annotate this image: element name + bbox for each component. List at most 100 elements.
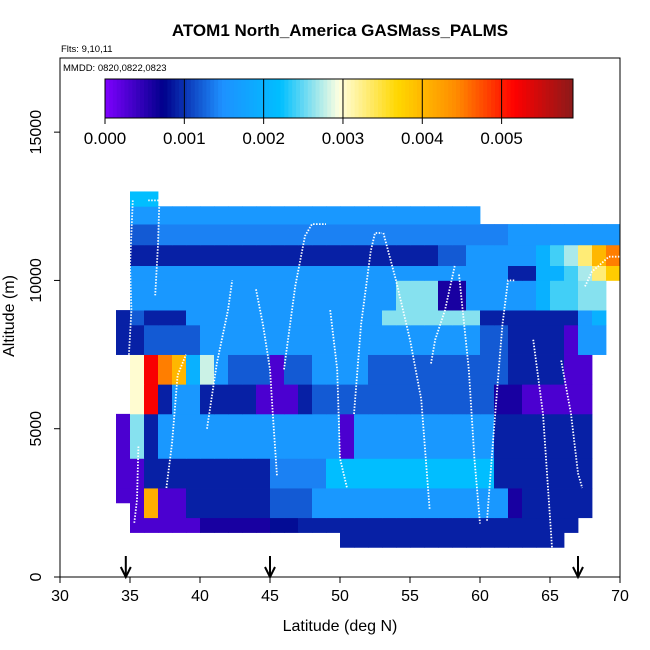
colorbar-swatch — [413, 79, 418, 118]
heatmap-cell — [284, 206, 299, 225]
heatmap-cell — [228, 280, 243, 311]
heatmap-cell — [606, 244, 620, 266]
heatmap-cell — [578, 224, 593, 246]
heatmap-cell — [466, 206, 481, 225]
heatmap-cell — [298, 206, 313, 225]
heatmap-cell — [354, 532, 369, 548]
colorbar-swatch — [144, 79, 149, 118]
heatmap-cell — [340, 310, 355, 326]
heatmap-cell — [508, 324, 523, 355]
heatmap-cell — [522, 265, 537, 281]
heatmap-cell — [564, 458, 579, 489]
heatmap-cell — [452, 384, 467, 415]
colorbar-swatch — [210, 79, 215, 118]
heatmap-cell — [578, 384, 593, 415]
heatmap-cell — [508, 532, 523, 548]
heatmap-cell — [228, 265, 243, 281]
colorbar-swatch — [420, 79, 426, 118]
colorbar-swatch — [366, 79, 371, 118]
heatmap-cell — [452, 206, 467, 225]
colorbar-swatch — [495, 79, 500, 118]
heatmap-cell — [186, 413, 201, 459]
heatmap-cell — [172, 324, 187, 355]
heatmap-cell — [424, 206, 439, 225]
heatmap-cell — [578, 280, 593, 311]
heatmap-cell — [410, 224, 425, 246]
heatmap-cell — [256, 384, 271, 415]
colorbar-swatch — [175, 79, 180, 118]
heatmap-cell — [494, 280, 509, 311]
colorbar-swatch — [405, 79, 410, 118]
colorbar-swatch — [194, 79, 200, 118]
y-tick-label: 15000 — [28, 110, 45, 155]
heatmap-cell — [228, 517, 243, 533]
heatmap-cell — [522, 324, 537, 355]
heatmap-cell — [200, 244, 215, 266]
heatmap-cell — [494, 354, 509, 385]
heatmap-cell — [382, 265, 397, 281]
latitude-arrows — [119, 556, 584, 580]
heatmap-cell — [536, 244, 551, 266]
colorbar-swatch — [452, 79, 457, 118]
heatmap-cell — [578, 488, 593, 519]
x-tick-label: 35 — [121, 588, 139, 605]
heatmap-cell — [452, 265, 467, 281]
heatmap-cell — [550, 532, 565, 548]
heatmap-cell — [550, 244, 565, 266]
colorbar-swatch — [229, 79, 235, 118]
heatmap-cell — [200, 280, 215, 311]
heatmap-cell — [242, 324, 257, 355]
heatmap-cell — [354, 265, 369, 281]
heatmap-cell — [424, 517, 439, 533]
colorbar-swatch — [549, 79, 554, 118]
heatmap-cell — [340, 517, 355, 533]
colorbar-swatch — [436, 79, 441, 118]
heatmap-cell — [578, 244, 593, 266]
colorbar-tick-label: 0.005 — [480, 129, 523, 148]
heatmap-cell — [242, 206, 257, 225]
colorbar-swatch — [510, 79, 515, 118]
heatmap-cell — [410, 324, 425, 355]
colorbar-swatch — [530, 79, 535, 118]
heatmap-cell — [480, 488, 495, 519]
heatmap-cell — [368, 280, 383, 311]
heatmap-cell — [130, 206, 145, 225]
heatmap-cell — [522, 354, 537, 385]
heatmap-cell — [256, 244, 271, 266]
heatmap-cell — [466, 265, 481, 281]
heatmap-cell — [270, 310, 285, 326]
colorbar-swatch — [350, 79, 356, 118]
heatmap-cell — [410, 458, 425, 489]
heatmap-cell — [200, 224, 215, 246]
heatmap-cell — [340, 532, 355, 548]
colorbar-swatch — [522, 79, 527, 118]
heatmap-cell — [368, 265, 383, 281]
colorbar-swatch — [292, 79, 297, 118]
heatmap-cell — [452, 244, 467, 266]
heatmap-cell — [438, 488, 453, 519]
heatmap-cell — [354, 488, 369, 519]
heatmap-cell — [270, 458, 285, 489]
heatmap-cell — [284, 244, 299, 266]
heatmap-cell — [144, 280, 159, 311]
heatmap-cell — [424, 488, 439, 519]
heatmap-cell — [536, 488, 551, 519]
heatmap-cell — [326, 206, 341, 225]
colorbar-swatch — [487, 79, 492, 118]
heatmap-cell — [592, 280, 607, 311]
colorbar-swatch — [237, 79, 242, 118]
heatmap-cell — [396, 532, 411, 548]
heatmap-cell — [312, 224, 327, 246]
heatmap-cell — [326, 384, 341, 415]
heatmap-cell — [130, 517, 145, 533]
heatmap-cell — [536, 224, 551, 246]
heatmap-cell — [172, 413, 187, 459]
heatmap-cell — [452, 224, 467, 246]
colorbar-swatch — [393, 79, 398, 118]
colorbar-swatch — [428, 79, 434, 118]
heatmap-cell — [396, 384, 411, 415]
heatmap-cell — [466, 458, 481, 489]
colorbar-swatch — [417, 79, 422, 118]
colorbar-swatch — [128, 79, 133, 118]
heatmap-cell — [550, 458, 565, 489]
